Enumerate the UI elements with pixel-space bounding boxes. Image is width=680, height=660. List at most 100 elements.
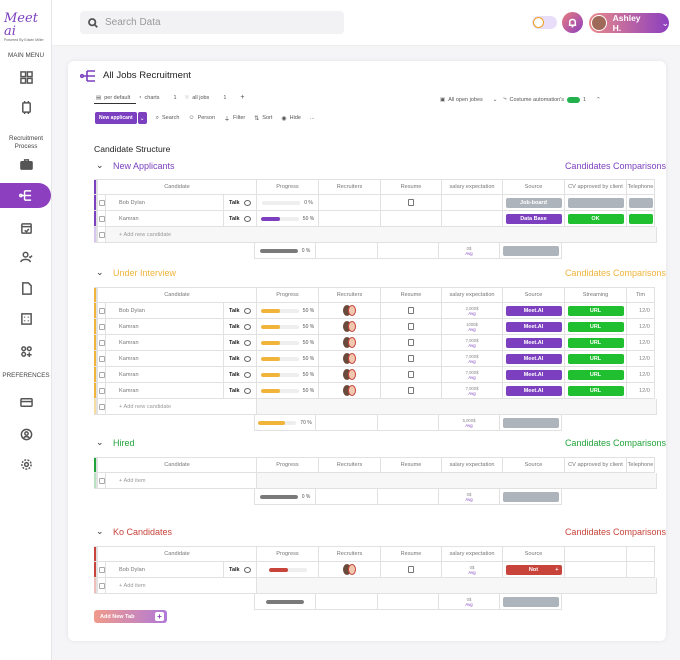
source-cell[interactable]: Data Base bbox=[503, 211, 565, 227]
user-check-icon[interactable] bbox=[15, 246, 37, 268]
source-cell[interactable]: Not + bbox=[503, 562, 565, 578]
device-icon[interactable] bbox=[15, 96, 37, 118]
streaming-badge[interactable]: URL bbox=[567, 321, 624, 332]
resume-cell[interactable] bbox=[381, 211, 442, 227]
cv-badge[interactable]: OK bbox=[567, 213, 624, 224]
add-new-tab-button[interactable]: Add New Tab + bbox=[94, 610, 167, 623]
source-cell[interactable]: Meet.AI bbox=[503, 383, 565, 399]
streaming-badge[interactable]: URL bbox=[567, 305, 624, 316]
candidate-name[interactable]: Kamran bbox=[106, 367, 224, 383]
empty-cell[interactable] bbox=[565, 562, 627, 578]
credit-card-icon[interactable] bbox=[15, 391, 37, 413]
candidate-name[interactable]: Bob Dylan bbox=[106, 562, 224, 578]
recruiters-cell[interactable] bbox=[319, 211, 381, 227]
telephone-cell[interactable] bbox=[627, 211, 655, 227]
row-checkbox[interactable] bbox=[98, 307, 105, 314]
resume-cell[interactable] bbox=[381, 195, 442, 211]
row-checkbox[interactable] bbox=[98, 355, 105, 362]
chevron-down-icon[interactable]: ⌄ bbox=[96, 526, 104, 536]
hide-tool[interactable]: ◉ Hide bbox=[281, 115, 301, 122]
comparisons-link[interactable]: Candidates Comparisons bbox=[564, 161, 666, 171]
chevron-down-icon[interactable]: ⌄ bbox=[96, 437, 104, 447]
chevron-up-icon[interactable]: ⌃ bbox=[596, 96, 601, 103]
search-tool[interactable]: ⌕ Search bbox=[156, 115, 180, 122]
recruiters-cell[interactable] bbox=[319, 383, 381, 399]
recruiters-cell[interactable] bbox=[319, 303, 381, 319]
comparisons-link[interactable]: Candidates Comparisons bbox=[564, 527, 666, 537]
table-row[interactable]: Bob Dylan Talk 50 % 2,000$ Avg Meet.AI URL 12/0 bbox=[94, 303, 655, 319]
dashboard-icon[interactable] bbox=[15, 66, 37, 88]
candidate-name[interactable]: Kamran bbox=[106, 351, 224, 367]
resume-cell[interactable] bbox=[381, 335, 442, 351]
add-tab-button[interactable]: + bbox=[240, 94, 245, 101]
streaming-cell[interactable]: URL bbox=[565, 319, 627, 335]
streaming-badge[interactable]: URL bbox=[567, 369, 624, 380]
resume-cell[interactable] bbox=[381, 383, 442, 399]
streaming-cell[interactable]: URL bbox=[565, 367, 627, 383]
more-tool[interactable]: ... bbox=[309, 115, 315, 121]
calendar-icon[interactable] bbox=[15, 217, 37, 239]
row-checkbox[interactable] bbox=[98, 215, 105, 222]
chevron-down-icon[interactable]: ⌄ bbox=[96, 160, 104, 170]
source-badge[interactable]: Meet.AI bbox=[505, 385, 562, 396]
source-cell[interactable]: Meet.AI bbox=[503, 367, 565, 383]
row-checkbox[interactable] bbox=[98, 582, 105, 589]
row-checkbox[interactable] bbox=[98, 231, 105, 238]
recruiters-cell[interactable] bbox=[319, 319, 381, 335]
cv-cell[interactable] bbox=[565, 195, 627, 211]
streaming-badge[interactable]: URL bbox=[567, 385, 624, 396]
table-row[interactable]: Kamran Talk 50 % 7,000$ Avg Meet.AI URL 12/0 bbox=[94, 367, 655, 383]
source-cell[interactable]: Meet.AI bbox=[503, 303, 565, 319]
table-row[interactable]: Kamran Talk 50 % Data Base OK bbox=[94, 211, 655, 227]
talk-cell[interactable]: Talk bbox=[224, 195, 257, 211]
source-badge[interactable]: Meet.AI bbox=[505, 369, 562, 380]
add-candidate-button[interactable]: + Add new candidate bbox=[106, 399, 257, 415]
telephone-badge[interactable] bbox=[628, 197, 653, 208]
row-checkbox[interactable] bbox=[98, 371, 105, 378]
document-icon[interactable] bbox=[15, 277, 37, 299]
salary-cell[interactable] bbox=[442, 211, 503, 227]
building-icon[interactable] bbox=[15, 307, 37, 329]
table-row[interactable]: Bob Dylan Talk 0$ Avg Not + bbox=[94, 562, 655, 578]
table-row[interactable]: Kamran Talk 50 % 7,000$ Avg Meet.AI URL 12/0 bbox=[94, 383, 655, 399]
row-checkbox[interactable] bbox=[98, 566, 105, 573]
comparisons-link[interactable]: Candidates Comparisons bbox=[564, 268, 666, 278]
user-menu[interactable]: Ashley H. ⌄ bbox=[589, 13, 669, 33]
profile-icon[interactable] bbox=[15, 423, 37, 445]
row-checkbox[interactable] bbox=[98, 323, 105, 330]
row-checkbox[interactable] bbox=[98, 403, 105, 410]
talk-cell[interactable]: Talk bbox=[224, 351, 257, 367]
salary-cell[interactable]: 2,000$ Avg bbox=[442, 303, 503, 319]
streaming-cell[interactable]: URL bbox=[565, 351, 627, 367]
salary-cell[interactable]: 7,000$ Avg bbox=[442, 335, 503, 351]
table-row[interactable]: Bob Dylan Talk 0 % Job-board bbox=[94, 195, 655, 211]
candidate-name[interactable]: Kamran bbox=[106, 335, 224, 351]
new-applicant-button[interactable]: New applicant bbox=[95, 112, 137, 124]
streaming-cell[interactable]: URL bbox=[565, 383, 627, 399]
source-badge[interactable]: Data Base bbox=[505, 213, 562, 224]
automation-toggle[interactable] bbox=[567, 96, 581, 103]
candidate-name[interactable]: Bob Dylan bbox=[106, 195, 224, 211]
resume-cell[interactable] bbox=[381, 303, 442, 319]
source-cell[interactable]: Meet.AI bbox=[503, 319, 565, 335]
source-cell[interactable]: Meet.AI bbox=[503, 351, 565, 367]
add-candidate-button[interactable]: + Add new candidate bbox=[106, 227, 657, 243]
source-badge[interactable]: Meet.AI bbox=[505, 321, 562, 332]
salary-cell[interactable]: 7,000$ Avg bbox=[442, 351, 503, 367]
candidate-name[interactable]: Bob Dylan bbox=[106, 303, 224, 319]
talk-cell[interactable]: Talk bbox=[224, 211, 257, 227]
add-row[interactable]: + Add new candidate bbox=[94, 227, 657, 243]
sort-tool[interactable]: ⇅ Sort bbox=[254, 115, 272, 122]
add-row[interactable]: + Add item bbox=[94, 473, 657, 489]
recruiters-cell[interactable] bbox=[319, 367, 381, 383]
search-box[interactable] bbox=[80, 11, 344, 34]
comparisons-link[interactable]: Candidates Comparisons bbox=[564, 438, 666, 448]
source-cell[interactable]: Meet.AI bbox=[503, 335, 565, 351]
resume-cell[interactable] bbox=[381, 351, 442, 367]
tab-per-default[interactable]: ▤ per default bbox=[94, 92, 137, 104]
salary-cell[interactable]: 7,000$ Avg bbox=[442, 367, 503, 383]
resume-cell[interactable] bbox=[381, 562, 442, 578]
row-checkbox[interactable] bbox=[98, 477, 105, 484]
recruiters-cell[interactable] bbox=[319, 335, 381, 351]
salary-cell[interactable]: 7,000$ Avg bbox=[442, 383, 503, 399]
